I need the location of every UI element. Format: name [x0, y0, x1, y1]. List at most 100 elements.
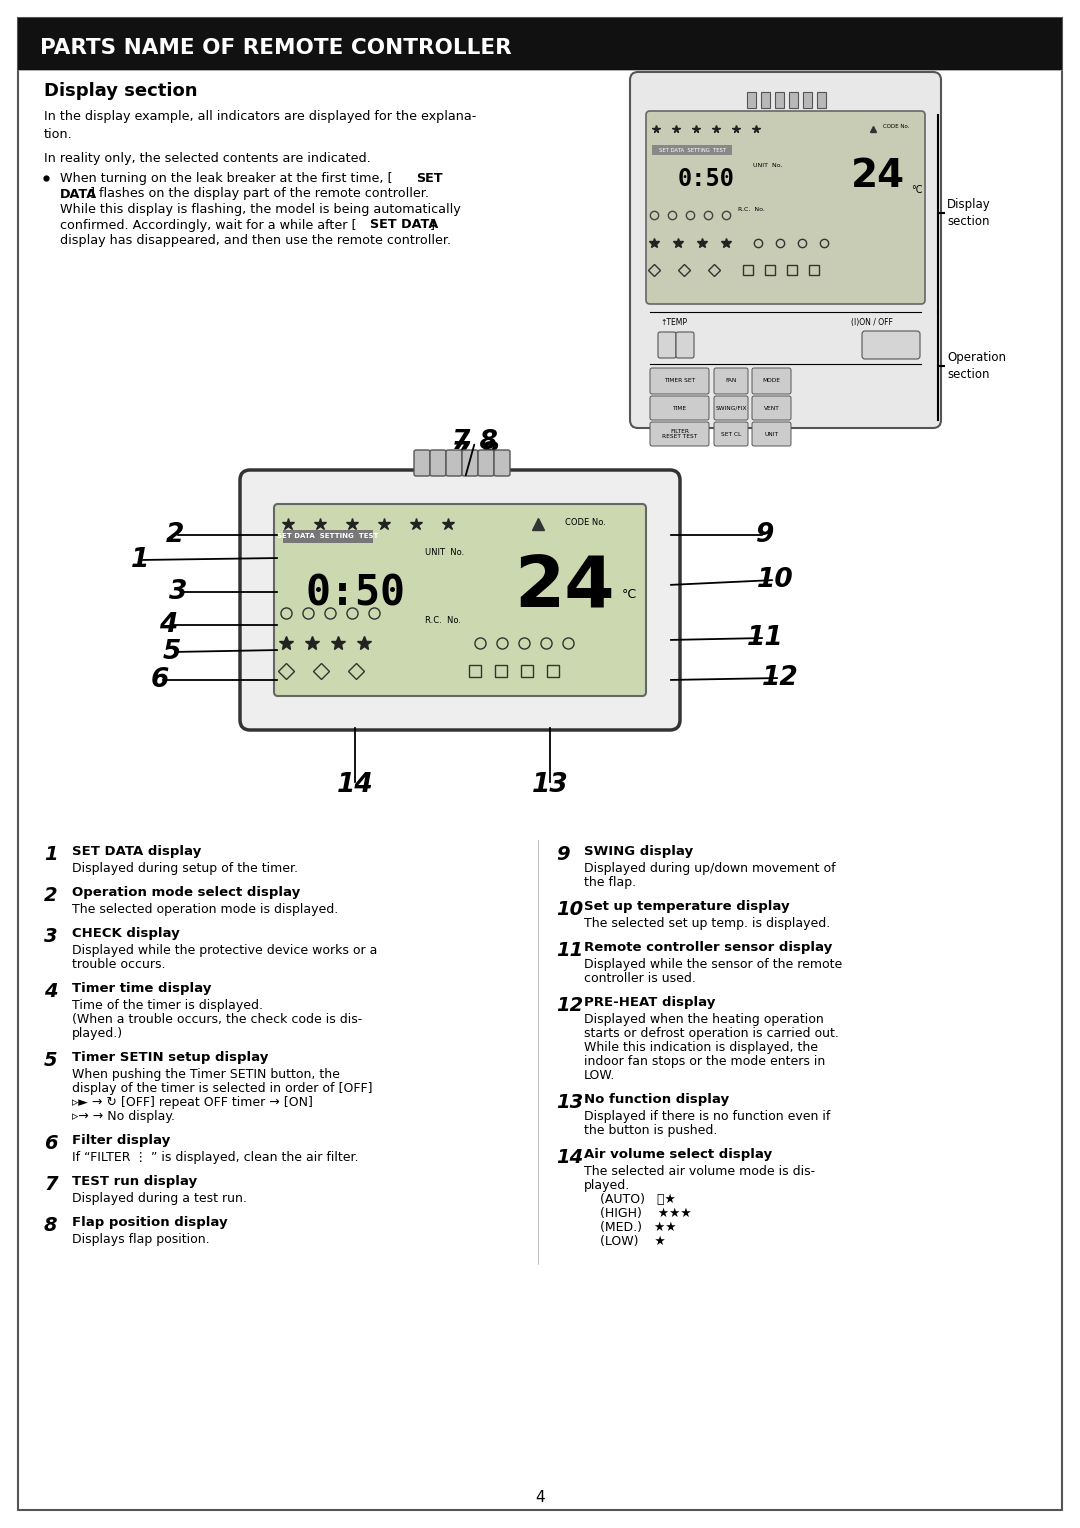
Text: 6: 6 — [151, 668, 170, 694]
Text: confirmed. Accordingly, wait for a while after [: confirmed. Accordingly, wait for a while… — [60, 219, 356, 232]
FancyBboxPatch shape — [446, 451, 462, 477]
FancyBboxPatch shape — [714, 396, 748, 420]
Text: When turning on the leak breaker at the first time, [: When turning on the leak breaker at the … — [60, 173, 393, 185]
Text: Displayed during up/down movement of: Displayed during up/down movement of — [584, 862, 836, 876]
Text: 14: 14 — [556, 1148, 583, 1167]
Text: 24: 24 — [515, 553, 616, 622]
Text: VENT: VENT — [764, 405, 780, 411]
Text: MODE: MODE — [762, 379, 781, 384]
FancyBboxPatch shape — [274, 504, 646, 695]
Text: (AUTO)   Ⓐ★: (AUTO) Ⓐ★ — [584, 1193, 676, 1206]
FancyBboxPatch shape — [240, 471, 680, 730]
Text: CODE No.: CODE No. — [883, 124, 909, 130]
Text: Operation
section: Operation section — [947, 351, 1005, 380]
Text: 0:50: 0:50 — [677, 167, 734, 191]
Text: TIMER SET: TIMER SET — [664, 379, 696, 384]
FancyBboxPatch shape — [752, 368, 791, 394]
Bar — [761, 92, 770, 108]
Text: (I)ON / OFF: (I)ON / OFF — [851, 318, 893, 327]
Bar — [18, 18, 1062, 70]
Text: 0:50: 0:50 — [305, 573, 405, 614]
Text: Displayed if there is no function even if: Displayed if there is no function even i… — [584, 1109, 831, 1123]
Text: 5: 5 — [163, 639, 181, 665]
Text: The selected set up temp. is displayed.: The selected set up temp. is displayed. — [584, 917, 831, 931]
Text: display has disappeared, and then use the remote controller.: display has disappeared, and then use th… — [60, 234, 451, 248]
Text: R.C.  No.: R.C. No. — [738, 206, 765, 212]
FancyBboxPatch shape — [862, 332, 920, 359]
Text: SET DATA  SETTING  TEST: SET DATA SETTING TEST — [660, 148, 727, 153]
FancyBboxPatch shape — [430, 451, 446, 477]
Text: CHECK display: CHECK display — [72, 927, 179, 940]
Text: 7 8: 7 8 — [453, 429, 498, 455]
Text: 9: 9 — [556, 845, 569, 863]
Text: indoor fan stops or the mode enters in: indoor fan stops or the mode enters in — [584, 1054, 825, 1068]
Text: 1: 1 — [131, 547, 149, 573]
Text: FAN: FAN — [726, 379, 737, 384]
Text: While this display is flashing, the model is being automatically: While this display is flashing, the mode… — [60, 203, 461, 215]
Text: 11: 11 — [746, 625, 783, 651]
Text: trouble occurs.: trouble occurs. — [72, 958, 165, 970]
Text: Display section: Display section — [44, 83, 198, 99]
Text: 13: 13 — [556, 1093, 583, 1112]
Text: Remote controller sensor display: Remote controller sensor display — [584, 941, 833, 953]
Bar — [804, 92, 812, 108]
Text: UNIT: UNIT — [765, 431, 779, 437]
FancyBboxPatch shape — [752, 422, 791, 446]
Text: 4: 4 — [536, 1490, 544, 1505]
FancyBboxPatch shape — [650, 396, 708, 420]
Bar — [789, 92, 798, 108]
Text: (HIGH)    ★★★: (HIGH) ★★★ — [584, 1207, 691, 1219]
Text: (When a trouble occurs, the check code is dis-: (When a trouble occurs, the check code i… — [72, 1013, 362, 1025]
Text: LOW.: LOW. — [584, 1070, 616, 1082]
Text: played.): played.) — [72, 1027, 123, 1041]
Text: SET CL: SET CL — [720, 431, 741, 437]
Text: SET: SET — [416, 173, 443, 185]
Text: SWING/FIX: SWING/FIX — [715, 405, 746, 411]
Text: Display
section: Display section — [947, 199, 990, 228]
Text: Timer time display: Timer time display — [72, 983, 212, 995]
Text: the button is pushed.: the button is pushed. — [584, 1125, 717, 1137]
Text: (LOW)    ★: (LOW) ★ — [584, 1235, 665, 1248]
Text: CODE No.: CODE No. — [565, 518, 606, 527]
Text: 2: 2 — [44, 886, 57, 905]
FancyBboxPatch shape — [414, 451, 430, 477]
Text: Time of the timer is displayed.: Time of the timer is displayed. — [72, 999, 264, 1012]
Text: R.C.  No.: R.C. No. — [426, 616, 461, 625]
FancyBboxPatch shape — [650, 422, 708, 446]
Text: TIME: TIME — [673, 405, 687, 411]
Text: 13: 13 — [531, 772, 568, 798]
Text: If “FILTER ⋮ ” is displayed, clean the air filter.: If “FILTER ⋮ ” is displayed, clean the a… — [72, 1151, 359, 1164]
Text: 3: 3 — [44, 927, 57, 946]
FancyBboxPatch shape — [646, 112, 924, 304]
Text: When pushing the Timer SETIN button, the: When pushing the Timer SETIN button, the — [72, 1068, 340, 1080]
Text: SET DATA  SETTING  TEST: SET DATA SETTING TEST — [278, 533, 379, 539]
Text: 10: 10 — [556, 900, 583, 918]
FancyBboxPatch shape — [494, 451, 510, 477]
Text: ] flashes on the display part of the remote controller.: ] flashes on the display part of the rem… — [90, 188, 429, 200]
Text: °C: °C — [622, 588, 637, 601]
Text: 8: 8 — [44, 1216, 57, 1235]
Text: ]: ] — [430, 219, 435, 232]
Text: 9: 9 — [756, 523, 774, 549]
Text: Displayed while the protective device works or a: Displayed while the protective device wo… — [72, 944, 377, 957]
Text: (MED.)   ★★: (MED.) ★★ — [584, 1221, 676, 1235]
Text: In reality only, the selected contents are indicated.: In reality only, the selected contents a… — [44, 151, 370, 165]
Text: The selected operation mode is displayed.: The selected operation mode is displayed… — [72, 903, 338, 915]
Text: Air volume select display: Air volume select display — [584, 1148, 772, 1161]
FancyBboxPatch shape — [462, 451, 478, 477]
Text: SET DATA: SET DATA — [370, 219, 438, 232]
Text: 11: 11 — [556, 941, 583, 960]
Text: 4: 4 — [159, 613, 177, 639]
Bar — [775, 92, 784, 108]
FancyBboxPatch shape — [630, 72, 941, 428]
Text: ▹→ → No display.: ▹→ → No display. — [72, 1109, 175, 1123]
Text: ▹► → ↻ [OFF] repeat OFF timer → [ON]: ▹► → ↻ [OFF] repeat OFF timer → [ON] — [72, 1096, 313, 1109]
Text: PRE-HEAT display: PRE-HEAT display — [584, 996, 715, 1008]
Text: Filter display: Filter display — [72, 1134, 171, 1148]
Text: display of the timer is selected in order of [OFF]: display of the timer is selected in orde… — [72, 1082, 373, 1096]
Text: 5: 5 — [44, 1051, 57, 1070]
Text: 24: 24 — [851, 157, 905, 196]
Text: 4: 4 — [44, 983, 57, 1001]
Text: 14: 14 — [337, 772, 374, 798]
Bar — [747, 92, 756, 108]
